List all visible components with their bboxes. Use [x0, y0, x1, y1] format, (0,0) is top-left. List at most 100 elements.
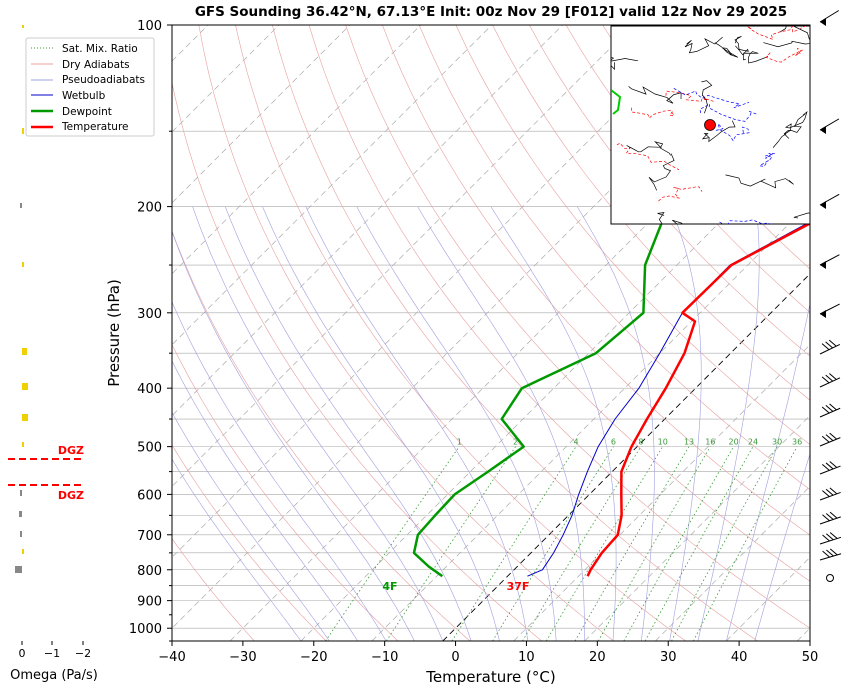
dry-adiabat [172, 81, 542, 641]
wind-barb [819, 432, 841, 447]
legend-label-pseudoadiabats: Pseudoadiabats [62, 74, 145, 86]
dry-adiabat [235, 25, 686, 641]
wind-barb-feather [829, 532, 838, 539]
mixing-ratio-label: 20 [729, 438, 739, 447]
isotherm-line [172, 25, 563, 417]
map-contour [783, 110, 808, 139]
map-contour [714, 42, 739, 58]
wind-barb-shaft [819, 377, 841, 388]
x-axis-label: Temperature (°C) [425, 668, 555, 686]
wind-barb-shaft [819, 536, 842, 545]
dgz-upper-label: DGZ [58, 444, 84, 457]
omega-tick-0: 0 [19, 647, 26, 660]
wind-barb-feather [826, 549, 834, 557]
omega-bar [20, 203, 22, 208]
pseudoadiabat [172, 230, 415, 641]
x-tick-label: −30 [229, 650, 256, 665]
dry-adiabat [172, 343, 399, 641]
dry-adiabat [529, 25, 810, 357]
mixing-ratio-label: 16 [705, 438, 715, 447]
pseudoadiabat [754, 452, 810, 641]
omega-bar [22, 383, 28, 390]
mixing-ratio-line [451, 446, 577, 641]
map-contour [725, 174, 794, 189]
dry-adiabat [492, 25, 810, 401]
dry-adiabat [172, 444, 327, 641]
map-contour [793, 212, 810, 219]
calm-wind-circle [826, 574, 834, 582]
legend-label-mixing-ratio: Sat. Mix. Ratio [62, 43, 138, 55]
map-contour [630, 107, 675, 119]
map-contour [616, 142, 680, 171]
map-contour [765, 47, 804, 63]
wind-barb [819, 193, 840, 209]
y-tick-label: 400 [137, 382, 162, 397]
y-tick-label: 600 [137, 488, 162, 503]
wind-barb [819, 461, 841, 475]
map-contour [700, 80, 713, 114]
wind-barbs [809, 10, 842, 641]
dry-adiabat [272, 25, 758, 641]
dry-adiabat [345, 25, 810, 582]
mixing-ratio-label: 13 [684, 438, 694, 447]
omega-bar [22, 414, 28, 421]
y-tick-label: 900 [137, 595, 162, 610]
legend-label-wetbulb: Wetbulb [62, 90, 106, 102]
y-tick-label: 700 [137, 529, 162, 544]
dry-adiabat [198, 25, 614, 641]
pseudoadiabat [172, 411, 330, 641]
omega-bar [19, 511, 22, 517]
wind-barb [819, 254, 840, 269]
mixing-ratio-line [325, 446, 460, 641]
wind-barb-flag [820, 18, 826, 26]
map-contour [715, 123, 750, 142]
map-contour [684, 36, 723, 54]
chart-title: GFS Sounding 36.42°N, 67.13°E Init: 00z … [195, 4, 787, 20]
isotherm-line [172, 25, 280, 133]
wind-barb-flag [820, 261, 826, 269]
omega-axis-label: Omega (Pa/s) [10, 668, 98, 683]
temperature-profile [586, 221, 810, 577]
wind-barb [819, 118, 840, 134]
mixing-ratio-line [386, 446, 516, 641]
x-tick-label: 50 [802, 650, 819, 665]
pseudoadiabat [224, 206, 472, 641]
omega-bar [15, 566, 22, 573]
surface-temp-label: 37F [507, 580, 530, 593]
map-contour [699, 103, 758, 122]
wind-barb-feather [829, 511, 838, 519]
y-tick-label: 300 [137, 307, 162, 322]
map-contour [628, 86, 682, 104]
mixing-ratio-label: 2 [513, 438, 518, 447]
map-contour [743, 51, 769, 64]
pseudoadiabat [490, 206, 617, 641]
mixing-ratio-line [545, 446, 664, 641]
omega-bar [20, 490, 22, 496]
legend-label-dry-adiabats: Dry Adiabats [62, 59, 130, 71]
mixing-ratio-line [492, 446, 614, 641]
y-tick-label: 100 [137, 19, 162, 34]
wind-barb-feather [825, 488, 834, 496]
omega-bar [22, 262, 24, 267]
dry-adiabat [823, 25, 857, 641]
wind-barb-shaft [819, 437, 841, 447]
map-contour [657, 212, 684, 224]
mixing-ratio-line [597, 446, 711, 641]
pseudoadiabat [172, 458, 302, 641]
wind-barb-shaft [819, 491, 841, 501]
map-contour [780, 26, 810, 40]
pseudoadiabat [356, 206, 557, 641]
wind-barb [819, 487, 841, 501]
x-tick-label: 20 [589, 650, 606, 665]
pseudoadiabat [192, 206, 444, 641]
dry-adiabat [172, 230, 471, 641]
mixing-ratio-line [693, 446, 798, 641]
omega-tick-2: −2 [75, 647, 91, 660]
wind-barb-feather [821, 435, 830, 443]
wind-barb [819, 373, 841, 388]
wind-barb-feather [821, 464, 830, 471]
y-tick-label: 200 [137, 201, 162, 216]
wind-barb-feather [821, 376, 830, 384]
pseudoadiabat [669, 206, 702, 641]
omega-bar [22, 442, 24, 447]
